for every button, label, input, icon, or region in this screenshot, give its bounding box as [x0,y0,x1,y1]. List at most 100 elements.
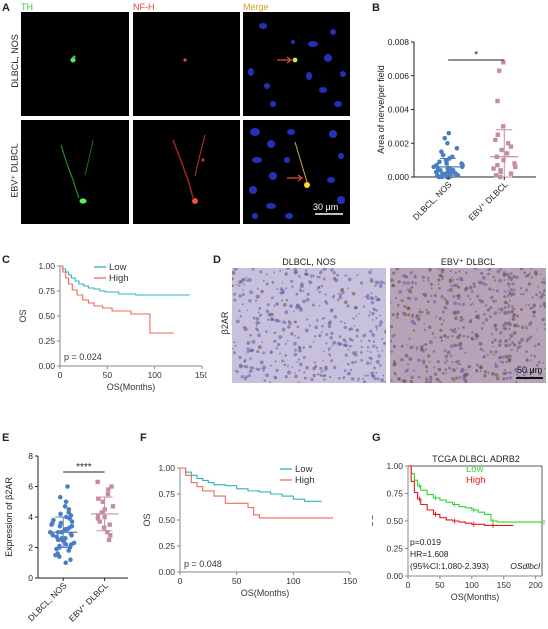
cell-nucleus [298,346,301,350]
cell-nucleus [526,337,530,341]
cell-nucleus [449,270,452,273]
cell-nucleus [392,271,396,275]
cell-nucleus [271,281,275,284]
y-tick-label: 1.00 [386,461,403,471]
cell-nucleus [433,336,436,339]
cell-nucleus [512,317,516,321]
data-point [105,491,111,497]
cell-nucleus [410,375,414,379]
cell-nucleus [450,276,453,279]
cell-nucleus [475,337,478,341]
cell-nucleus [331,344,334,347]
cell-nucleus [266,318,270,321]
cell-nucleus [454,376,458,380]
cell-nucleus [293,271,298,275]
cell-nucleus [457,285,461,289]
data-point [459,161,464,166]
cell-nucleus [452,283,456,288]
cell-nucleus [498,331,503,335]
cell-nucleus [249,366,252,369]
x-tick-label: 50 [435,580,445,590]
cell-nucleus [318,333,322,338]
cell-nucleus [270,296,274,300]
cell-nucleus [437,268,440,270]
cell-nucleus [429,282,433,286]
ihc-row-label-b2ar: β2AR [220,311,230,335]
cell-nucleus [406,281,410,285]
data-point [512,161,517,166]
cell-nucleus [340,320,343,323]
cell-nucleus [444,354,449,359]
cell-nucleus [262,365,267,370]
cell-nucleus [237,370,240,373]
cell-nucleus [475,314,480,319]
cell-nucleus [476,294,480,298]
cell-nucleus [489,306,493,310]
y-tick-label: 0.50 [158,515,175,525]
cell-nucleus [458,362,462,366]
cell-nucleus [532,303,537,308]
cell-nucleus [310,274,313,277]
cell-nucleus [297,336,300,339]
cell-nucleus [458,360,461,363]
cell-nucleus [525,288,529,292]
cell-nucleus [459,315,463,320]
cell-nucleus [329,336,333,340]
cell-nucleus [343,344,347,347]
cell-nucleus [494,362,497,365]
cell-nucleus [239,315,243,318]
cell-nucleus [397,280,401,284]
cell-nucleus [396,312,400,316]
y-tick-label: 0.008 [388,37,410,47]
cell-nucleus [241,277,245,281]
cell-nucleus [530,268,533,270]
cell-nucleus [364,374,367,377]
cell-nucleus [263,379,267,382]
data-point [63,560,69,566]
cell-nucleus [366,296,369,299]
data-point [513,164,518,170]
cell-nucleus [315,319,319,322]
cell-nucleus [368,339,371,343]
cell-nucleus [284,354,288,357]
legend-label: High [109,273,129,284]
cell-nucleus [327,349,331,352]
cell-nucleus [428,268,432,272]
cell-nucleus [360,358,364,362]
cell-nucleus [533,270,538,275]
cell-nucleus [238,294,242,298]
cell-nucleus [532,310,536,314]
cell-nucleus [411,313,415,317]
cell-nucleus [349,327,354,331]
cell-nucleus [380,378,385,383]
cell-nucleus [368,314,371,317]
cell-nucleus [415,348,418,351]
data-point [501,60,506,65]
cell-nucleus [489,315,492,319]
cell-nucleus [392,361,397,366]
cell-nucleus [503,271,506,274]
data-point [63,536,68,541]
cell-nucleus [458,346,463,351]
cell-nucleus [329,375,332,379]
cell-nucleus [527,282,532,286]
cell-nucleus [456,295,461,300]
data-point [439,174,445,180]
cell-nucleus [507,303,510,306]
cell-nucleus [504,339,508,344]
cell-nucleus [512,274,516,279]
x-axis-label: OS(Months) [241,588,290,598]
cell-nucleus [330,268,334,272]
cell-nucleus [290,332,294,336]
cell-nucleus [475,334,480,338]
cell-nucleus [390,301,392,304]
cell-nucleus [416,317,421,321]
cell-nucleus [357,377,360,381]
survival-curve [408,465,514,526]
cell-nucleus [369,329,373,333]
cell-nucleus [297,381,301,383]
cell-nucleus [316,288,319,291]
cell-nucleus [438,287,441,290]
cell-nucleus [370,371,375,376]
cell-nucleus [489,350,493,354]
